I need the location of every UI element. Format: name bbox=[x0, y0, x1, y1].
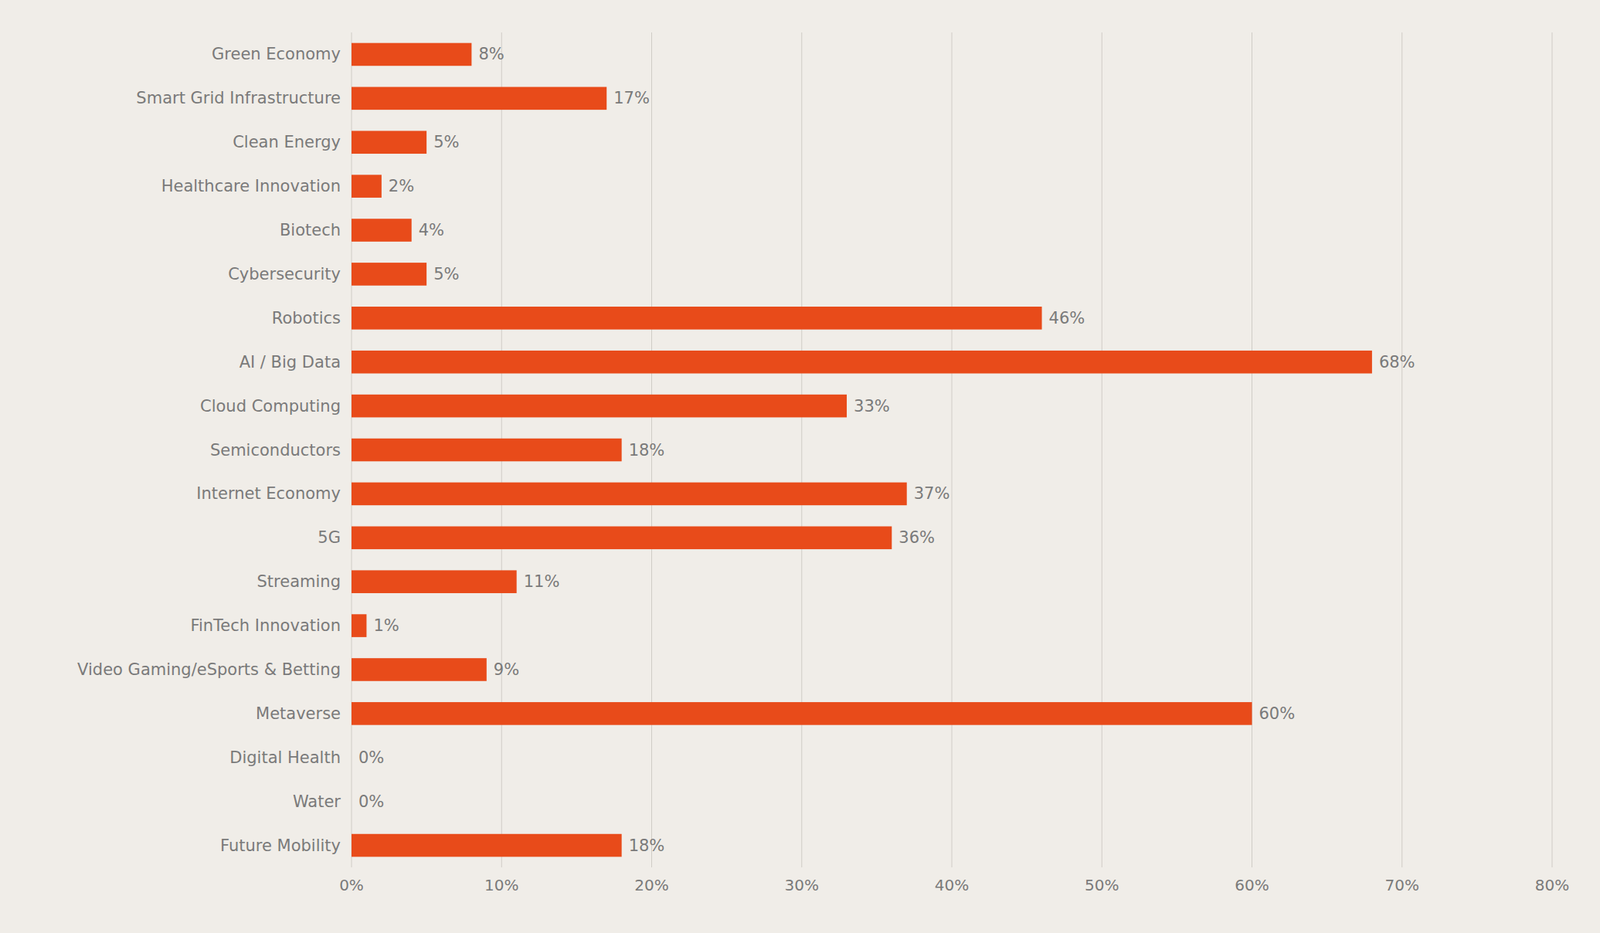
bar bbox=[351, 526, 892, 550]
bar bbox=[351, 438, 622, 462]
value-label: 33% bbox=[853, 397, 891, 416]
x-tick-label: 60% bbox=[1234, 876, 1269, 895]
bar bbox=[351, 87, 607, 111]
bar bbox=[351, 43, 472, 67]
bar bbox=[351, 658, 487, 682]
grid-line bbox=[1251, 32, 1253, 868]
category-label: Future Mobility bbox=[220, 836, 341, 856]
category-label: FinTech Innovation bbox=[190, 616, 341, 636]
x-tick-label: 20% bbox=[634, 876, 669, 895]
value-label: 17% bbox=[613, 88, 650, 108]
category-label: Metaverse bbox=[255, 704, 341, 724]
bar bbox=[351, 218, 412, 242]
category-label: Internet Economy bbox=[196, 484, 341, 503]
category-label: Green Economy bbox=[211, 44, 341, 64]
value-label: 18% bbox=[628, 441, 666, 460]
bar bbox=[351, 834, 622, 858]
value-label: 5% bbox=[433, 132, 459, 152]
chart: 0% 10% 20% 30% 40% 50% 60% 70% 80% Future Mobilit… bbox=[0, 0, 1600, 933]
bars bbox=[351, 43, 1373, 858]
category-label: Biotech bbox=[279, 220, 341, 240]
bar bbox=[351, 394, 847, 418]
x-tick-label: 0% bbox=[339, 876, 364, 895]
x-tick-label: 30% bbox=[784, 876, 819, 895]
category-label: Smart Grid Infrastructure bbox=[135, 88, 341, 108]
value-label: 68% bbox=[1379, 353, 1416, 372]
bar bbox=[351, 746, 353, 770]
bar bbox=[351, 614, 367, 638]
value-label: 1% bbox=[373, 616, 399, 636]
bar bbox=[351, 130, 427, 154]
bar bbox=[351, 262, 427, 286]
category-label: Digital Health bbox=[229, 748, 341, 768]
x-tick-label: 40% bbox=[934, 876, 969, 895]
bar bbox=[351, 482, 908, 507]
category-label: Healthcare Innovation bbox=[161, 176, 341, 196]
category-label: Cybersecurity bbox=[227, 264, 341, 284]
bar bbox=[351, 174, 382, 198]
value-label: 36% bbox=[898, 528, 935, 547]
bar bbox=[351, 570, 517, 594]
value-label: 11% bbox=[523, 572, 561, 592]
category-label: Semiconductors bbox=[210, 441, 341, 460]
bar bbox=[351, 702, 1253, 726]
grid-line bbox=[1101, 32, 1103, 868]
category-label: Water bbox=[292, 792, 341, 812]
value-label: 60% bbox=[1259, 704, 1296, 724]
category-label: AI / Big Data bbox=[239, 353, 341, 372]
grid-line bbox=[951, 32, 953, 868]
grid-line bbox=[1552, 32, 1553, 868]
category-label: Robotics bbox=[271, 309, 341, 328]
bar bbox=[351, 350, 1373, 374]
x-tick-label: 80% bbox=[1535, 876, 1570, 895]
value-label: 9% bbox=[493, 660, 520, 680]
category-label: Clean Energy bbox=[232, 132, 341, 152]
x-tick-label: 50% bbox=[1084, 876, 1119, 895]
value-label: 8% bbox=[478, 44, 504, 64]
grid-line bbox=[1401, 32, 1403, 868]
value-label: 4% bbox=[418, 220, 445, 240]
bar bbox=[351, 306, 1043, 330]
grid-line bbox=[801, 32, 802, 868]
value-label: 5% bbox=[433, 264, 459, 284]
category-label: Video Gaming/eSports & Betting bbox=[77, 660, 341, 680]
category-label: Streaming bbox=[257, 572, 341, 592]
x-grid bbox=[351, 32, 1553, 868]
background bbox=[0, 0, 1600, 933]
value-label: 0% bbox=[358, 748, 384, 768]
bar bbox=[351, 790, 353, 814]
value-label: 18% bbox=[628, 836, 666, 856]
value-label: 37% bbox=[913, 484, 951, 503]
category-label: Cloud Computing bbox=[200, 397, 341, 416]
category-label: 5G bbox=[317, 528, 341, 547]
value-label: 46% bbox=[1049, 309, 1086, 328]
value-label: 0% bbox=[358, 792, 384, 812]
value-label: 2% bbox=[388, 176, 415, 196]
x-tick-label: 70% bbox=[1385, 876, 1420, 895]
x-tick-label: 10% bbox=[484, 876, 519, 895]
